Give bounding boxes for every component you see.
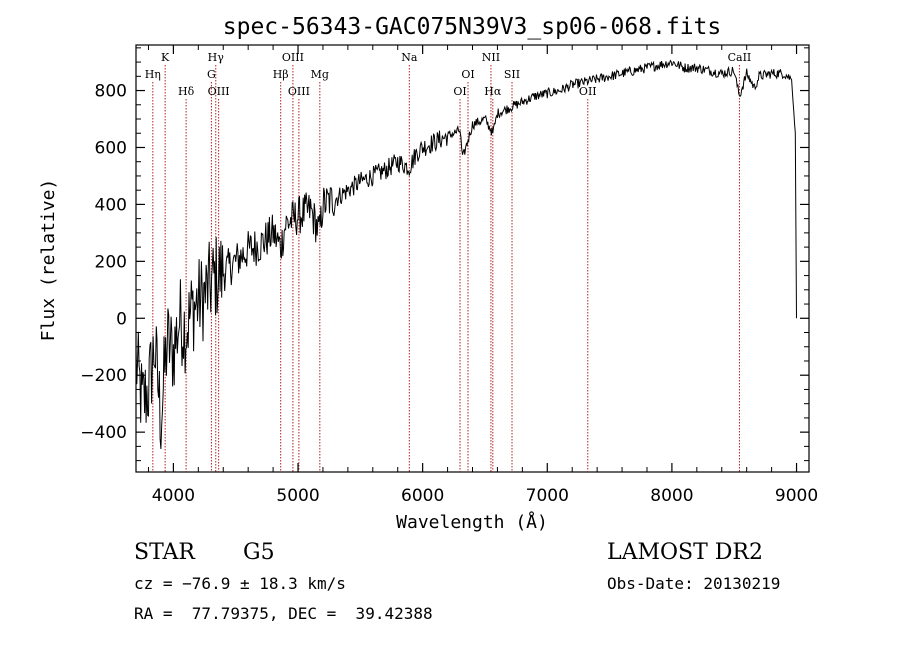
x-tick-label: 4000 bbox=[152, 486, 195, 506]
x-tick-label: 6000 bbox=[401, 486, 444, 506]
y-tick-label: 400 bbox=[95, 195, 127, 215]
plot-frame bbox=[135, 44, 810, 473]
y-axis-label: Flux (relative) bbox=[38, 179, 59, 342]
survey-name: LAMOST DR2 bbox=[607, 540, 763, 565]
y-tick-label: 200 bbox=[95, 252, 127, 272]
y-tick-label: −200 bbox=[80, 366, 127, 386]
object-type: STAR bbox=[134, 540, 195, 565]
spectral-line-label: G bbox=[207, 68, 216, 81]
chart-title: spec-56343-GAC075N39V3_sp06-068.fits bbox=[223, 14, 722, 40]
spectral-line-label: OI bbox=[461, 68, 474, 81]
spectral-line-label: Hη bbox=[145, 68, 161, 81]
spectral-line-label: Na bbox=[401, 51, 418, 64]
object-subclass: G5 bbox=[243, 540, 275, 565]
y-tick-label: 600 bbox=[95, 138, 127, 158]
x-tick-label: 9000 bbox=[775, 486, 818, 506]
y-tick-label: 0 bbox=[116, 309, 127, 329]
spectral-line-label: K bbox=[161, 51, 170, 64]
x-tick-label: 8000 bbox=[650, 486, 693, 506]
spectral-line-label: OIII bbox=[288, 85, 310, 98]
axis-ticks: 4000 5000 6000 7000 8000 9000 −400 −200 0 200 400 6… bbox=[80, 45, 818, 506]
spectral-line-label: Mg bbox=[311, 68, 329, 81]
spectral-line-label: CaII bbox=[728, 51, 752, 64]
y-tick-label: −400 bbox=[80, 423, 127, 443]
spectral-line-label: NII bbox=[482, 51, 500, 64]
obs-date: Obs-Date: 20130219 bbox=[607, 574, 781, 593]
x-tick-label: 5000 bbox=[276, 486, 319, 506]
spectral-line-label: OII bbox=[579, 85, 597, 98]
spectral-line-label: Hδ bbox=[178, 85, 195, 98]
redshift-readout: cz = −76.9 ± 18.3 km/s bbox=[134, 574, 346, 593]
spectral-line-label: OIII bbox=[208, 85, 230, 98]
spectrum-series-line bbox=[135, 59, 797, 450]
y-tick-label: 800 bbox=[95, 82, 127, 102]
spectral-line-label: OIII bbox=[282, 51, 304, 64]
x-axis-label: Wavelength (Å) bbox=[396, 511, 548, 533]
x-tick-label: 7000 bbox=[526, 486, 569, 506]
spectral-line-label: OI bbox=[453, 85, 466, 98]
spectral-line-label: SII bbox=[504, 68, 520, 81]
coordinates: RA = 77.79375, DEC = 39.42388 bbox=[134, 604, 433, 623]
spectral-line-label: Hβ bbox=[273, 68, 289, 81]
spectral-line-label: Hγ bbox=[208, 51, 225, 64]
spectral-line-label: Hα bbox=[484, 85, 502, 98]
